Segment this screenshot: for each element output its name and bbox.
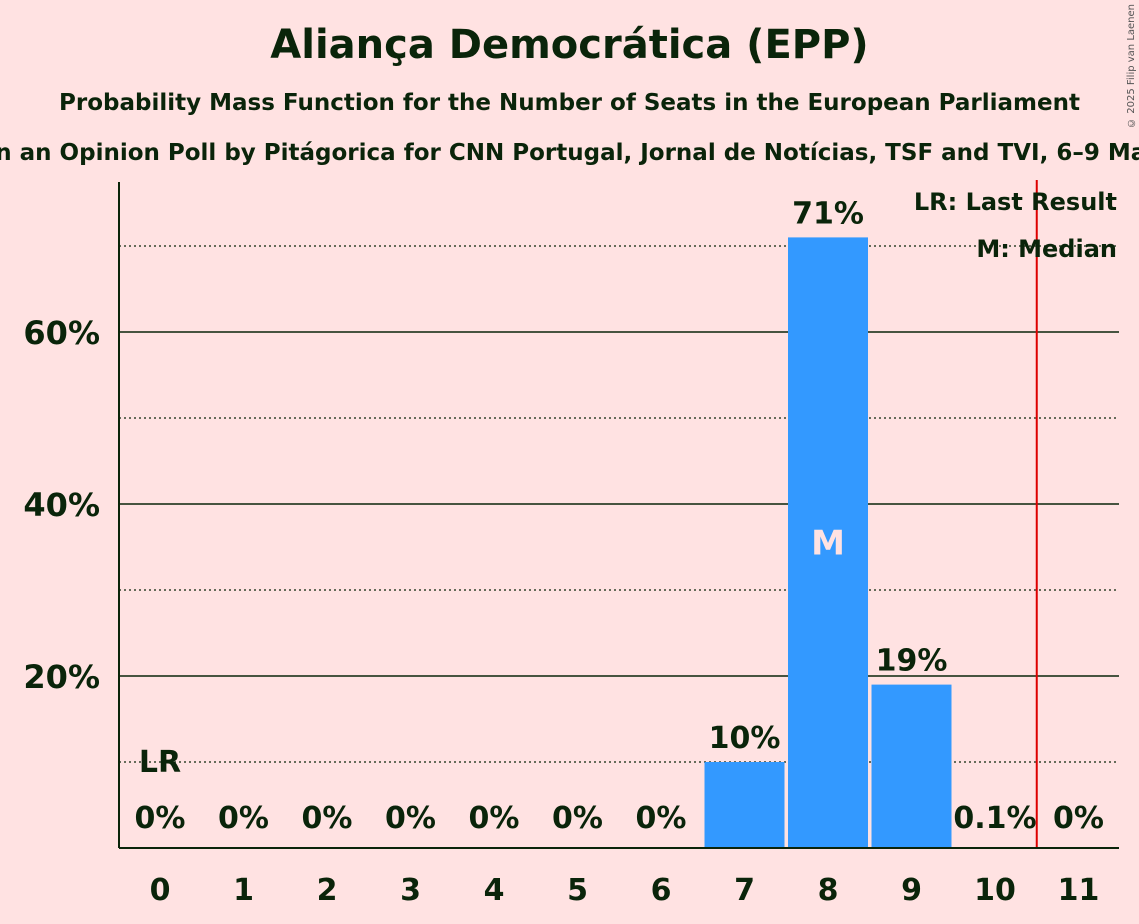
median-marker: M [811,524,845,564]
bar [704,762,785,848]
y-tick-label: 20% [23,658,100,696]
chart-subtitle: Probability Mass Function for the Number… [59,90,1080,116]
x-tick-label: 4 [484,873,505,908]
bar-value-label: 0% [636,801,687,836]
x-tick-label: 8 [818,873,839,908]
y-tick-label: 60% [23,314,100,352]
x-tick-label: 5 [567,873,588,908]
bar-value-label: 0% [302,801,353,836]
legend-entry: LR: Last Result [914,188,1117,216]
x-tick-label: 6 [651,873,672,908]
bar-value-label: 0% [552,801,603,836]
x-tick-label: 3 [400,873,421,908]
chart-source: on an Opinion Poll by Pitágorica for CNN… [0,140,1139,166]
chart-title: Aliança Democrática (EPP) [270,22,869,68]
bar-value-labels: 0% 0% 0% 0% 0% 0% 0% 10% 71% 19% 0.1% 0% M LR [135,196,1104,836]
last-result-marker: LR [139,745,181,780]
bar [788,237,868,848]
bar-value-label: 0% [1053,801,1104,836]
x-tick-label: 2 [317,873,338,908]
bar [871,684,952,848]
axes: 20% 40% 60% 0 1 2 3 4 5 6 7 8 9 10 11 [23,180,1119,908]
x-tick-label: 10 [974,873,1016,908]
bar-value-label: 0% [469,801,520,836]
bar-value-label: 0% [385,801,436,836]
bar-value-label: 10% [709,721,781,756]
x-tick-label: 9 [901,873,922,908]
y-tick-label: 40% [23,486,100,524]
x-tick-label: 1 [233,873,254,908]
bar-value-label: 71% [792,196,864,231]
bar-value-label: 0.1% [953,801,1036,836]
x-tick-label: 7 [734,873,755,908]
bars [704,237,952,848]
x-tick-label: 0 [150,873,171,908]
bar-value-label: 0% [135,801,186,836]
legend: LR: Last Result M: Median [914,188,1117,263]
legend-entry: M: Median [976,235,1117,263]
x-tick-label: 11 [1058,873,1100,908]
bar-value-label: 19% [876,644,948,679]
gridlines [119,245,1119,763]
bar-value-label: 0% [218,801,269,836]
